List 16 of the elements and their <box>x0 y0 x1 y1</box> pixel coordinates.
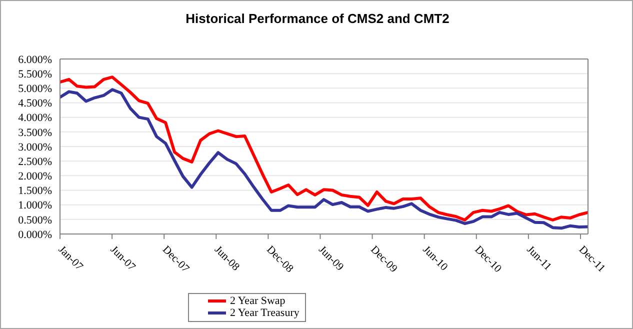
y-tick-label: 1.500% <box>18 185 52 198</box>
y-tick-label: 3.500% <box>18 126 52 139</box>
y-tick-label: 3.000% <box>18 141 52 154</box>
y-tick-label: 0.000% <box>18 228 52 241</box>
y-tick-label: 6.000% <box>18 54 52 66</box>
y-tick-label: 2.500% <box>18 156 52 168</box>
y-tick-label: 2.000% <box>18 170 52 183</box>
y-tick-label: 0.500% <box>18 214 52 226</box>
y-tick-label: 5.500% <box>18 68 52 80</box>
y-tick-label: 4.000% <box>18 112 52 124</box>
legend-label: 2 Year Swap <box>230 295 286 307</box>
y-tick-label: 4.500% <box>18 98 52 110</box>
chart-title: Historical Performance of CMS2 and CMT2 <box>184 11 450 26</box>
y-tick-label: 1.000% <box>18 200 52 212</box>
legend-label: 2 Year Treasury <box>230 307 300 319</box>
y-tick-label: 5.000% <box>18 83 52 96</box>
